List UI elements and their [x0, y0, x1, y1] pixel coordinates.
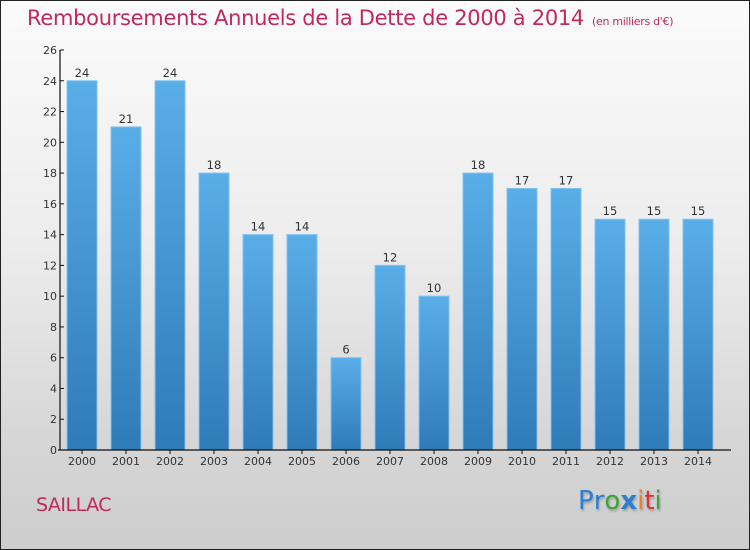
- y-tick-label-0: 0: [50, 444, 57, 457]
- y-tick-label-16: 16: [43, 198, 57, 211]
- logo-letter: i: [654, 486, 662, 516]
- logo-letter: i: [637, 486, 645, 516]
- value-label-2003: 18: [207, 158, 222, 172]
- bar-2002: [154, 80, 186, 451]
- x-tick-label-2002: 2002: [156, 455, 184, 468]
- chart-title-text: Remboursements Annuels de la Dette de 20…: [27, 6, 584, 30]
- x-tick-label-2009: 2009: [464, 455, 492, 468]
- value-label-2010: 17: [515, 173, 530, 187]
- bar-2005: [286, 234, 318, 451]
- y-tick-label-10: 10: [43, 290, 57, 303]
- bars-group: 24 21 24 18 14 14 6 12 10 18 17 17 15 15 15: [66, 66, 714, 451]
- value-label-2013: 15: [647, 204, 662, 218]
- x-tick-label-2011: 2011: [552, 455, 580, 468]
- commune-name: SAILLAC: [36, 494, 112, 516]
- logo-letter: x: [620, 486, 638, 516]
- chart-unit: (en milliers d'€): [592, 15, 674, 28]
- value-label-2000: 24: [75, 66, 90, 80]
- logo-letter: P: [578, 486, 594, 516]
- y-tick-label-2: 2: [50, 413, 57, 426]
- x-tick-label-2003: 2003: [200, 455, 228, 468]
- proxiti-logo[interactable]: Proxiti: [578, 486, 662, 516]
- y-tick-label-20: 20: [43, 136, 57, 149]
- x-tick-label-2000: 2000: [68, 455, 96, 468]
- bar-2011: [550, 187, 582, 451]
- bar-2004: [242, 234, 274, 451]
- x-tick-label-2014: 2014: [684, 455, 712, 468]
- x-tick-label-2006: 2006: [332, 455, 360, 468]
- y-tick-label-22: 22: [43, 106, 57, 119]
- y-tick-label-6: 6: [50, 352, 57, 365]
- value-label-2006: 6: [342, 343, 349, 357]
- y-tick-label-14: 14: [43, 229, 57, 242]
- value-label-2004: 14: [251, 220, 266, 234]
- value-label-2005: 14: [295, 220, 310, 234]
- x-tick-label-2001: 2001: [112, 455, 140, 468]
- y-tick-label-18: 18: [43, 167, 57, 180]
- y-tick-label-4: 4: [50, 382, 57, 395]
- bar-2012: [594, 218, 626, 451]
- bar-2006: [330, 357, 362, 451]
- bar-2013: [638, 218, 670, 451]
- value-label-2008: 10: [427, 281, 442, 295]
- x-tick-label-2013: 2013: [640, 455, 668, 468]
- logo-letter: t: [644, 486, 655, 516]
- value-label-2007: 12: [383, 250, 398, 264]
- bar-2008: [418, 295, 450, 451]
- y-tick-label-8: 8: [50, 321, 57, 334]
- x-tick-label-2005: 2005: [288, 455, 316, 468]
- value-label-2012: 15: [603, 204, 618, 218]
- value-label-2001: 21: [119, 112, 134, 126]
- value-label-2009: 18: [471, 158, 486, 172]
- bar-2009: [462, 172, 494, 451]
- value-label-2002: 24: [163, 66, 178, 80]
- bar-2014: [682, 218, 714, 451]
- bar-2007: [374, 264, 406, 451]
- bar-2000: [66, 80, 98, 451]
- x-tick-label-2012: 2012: [596, 455, 624, 468]
- bar-2001: [110, 126, 142, 451]
- y-tick-label-26: 26: [43, 44, 57, 57]
- x-tick-label-2008: 2008: [420, 455, 448, 468]
- x-tick-label-2007: 2007: [376, 455, 404, 468]
- value-label-2011: 17: [559, 173, 574, 187]
- bar-2003: [198, 172, 230, 451]
- value-label-2014: 15: [691, 204, 706, 218]
- x-tick-label-2010: 2010: [508, 455, 536, 468]
- bar-2010: [506, 187, 538, 451]
- axes-group: 2000 2001 2002 2003 2004 2005 2006 2007 2008 2009…: [43, 44, 731, 468]
- x-tick-label-2004: 2004: [244, 455, 272, 468]
- chart-title: Remboursements Annuels de la Dette de 20…: [27, 6, 673, 30]
- logo-letter: o: [604, 486, 621, 516]
- logo-letter: r: [593, 486, 605, 516]
- y-tick-label-24: 24: [43, 75, 57, 88]
- y-tick-label-12: 12: [43, 259, 57, 272]
